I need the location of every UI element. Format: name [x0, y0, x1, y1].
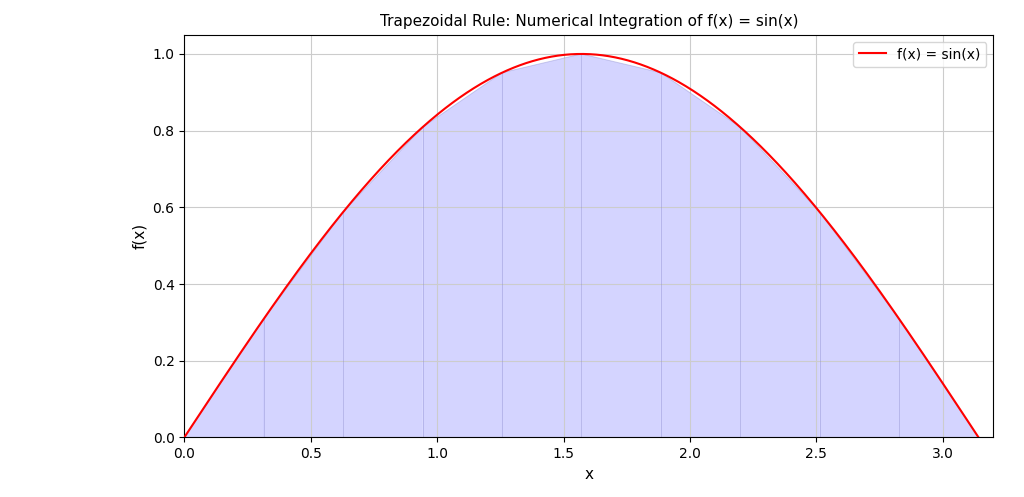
Polygon shape — [264, 212, 343, 437]
Polygon shape — [660, 73, 740, 437]
f(x) = sin(x) — [813, 208, 825, 214]
f(x) = sin(x) — [724, 116, 736, 122]
Polygon shape — [819, 212, 899, 437]
Legend: f(x) = sin(x): f(x) = sin(x) — [853, 42, 986, 67]
f(x) = sin(x) — [500, 68, 512, 74]
Polygon shape — [423, 73, 502, 437]
f(x) = sin(x) — [259, 314, 271, 320]
f(x) = sin(x) — [574, 51, 587, 57]
Title: Trapezoidal Rule: Numerical Integration of f(x) = sin(x): Trapezoidal Rule: Numerical Integration … — [380, 14, 798, 29]
f(x) = sin(x) — [528, 58, 541, 64]
f(x) = sin(x) — [178, 434, 190, 440]
Line: f(x) = sin(x): f(x) = sin(x) — [184, 54, 979, 437]
Polygon shape — [184, 319, 264, 437]
X-axis label: x: x — [585, 467, 593, 482]
Polygon shape — [899, 319, 979, 437]
Polygon shape — [740, 127, 819, 437]
f(x) = sin(x) — [799, 191, 811, 197]
f(x) = sin(x) — [973, 434, 985, 440]
Polygon shape — [582, 54, 660, 437]
Y-axis label: f(x): f(x) — [132, 223, 147, 249]
Polygon shape — [343, 127, 423, 437]
Polygon shape — [502, 54, 582, 437]
